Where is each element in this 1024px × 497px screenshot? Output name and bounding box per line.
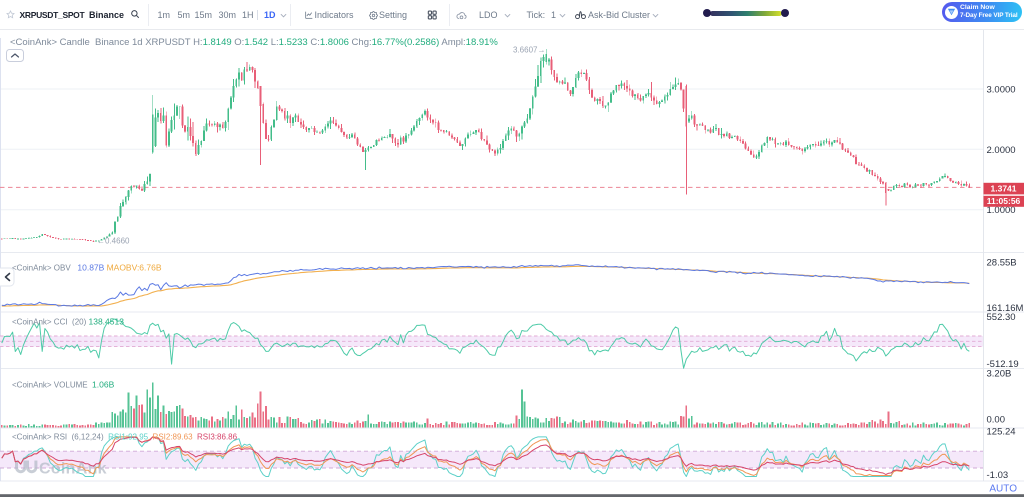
svg-text:2.0000: 2.0000 <box>987 145 1016 156</box>
svg-text:1.0000: 1.0000 <box>987 205 1016 216</box>
svg-text:28.55B: 28.55B <box>987 258 1017 269</box>
svg-text:3.6607→: 3.6607→ <box>513 46 545 55</box>
svg-text:-1.03: -1.03 <box>987 470 1009 481</box>
svg-text:1.3741: 1.3741 <box>991 184 1017 194</box>
svg-text:←0.4660: ←0.4660 <box>97 237 130 246</box>
svg-text:11:05:56: 11:05:56 <box>987 196 1021 206</box>
svg-text:161.16M: 161.16M <box>987 303 1024 314</box>
svg-text:3.0000: 3.0000 <box>987 85 1016 96</box>
svg-text:<CoinAnk> Candle Binance 1d X: <CoinAnk> Candle Binance 1d XRPUSDT H:1.… <box>10 37 498 48</box>
svg-text:<CoinAnk> RSI (6,12,24) RSI1: <CoinAnk> RSI (6,12,24) RSI1:92.95 RSI2:… <box>12 433 238 442</box>
svg-text:125.24: 125.24 <box>987 427 1016 438</box>
svg-text:0.00: 0.00 <box>987 415 1006 426</box>
svg-text:3.20B: 3.20B <box>987 369 1012 380</box>
svg-text:<CoinAnk> OBV 10.87B MAOBV:6: <CoinAnk> OBV 10.87B MAOBV:6.76B <box>12 263 162 273</box>
svg-text:<CoinAnk> CCI (20) 138.4513: <CoinAnk> CCI (20) 138.4513 <box>12 317 124 327</box>
svg-text:-512.19: -512.19 <box>987 359 1019 370</box>
svg-text:<CoinAnk> VOLUME 1.06B: <CoinAnk> VOLUME 1.06B <box>12 380 115 390</box>
svg-text:552.30: 552.30 <box>987 312 1016 323</box>
svg-text:AUTO: AUTO <box>989 484 1017 495</box>
